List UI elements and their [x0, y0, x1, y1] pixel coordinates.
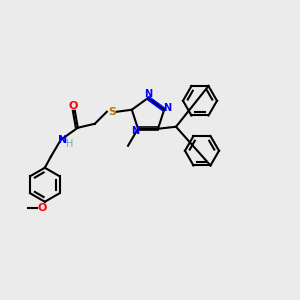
- Text: O: O: [68, 101, 77, 111]
- Text: N: N: [163, 103, 171, 113]
- Text: S: S: [108, 107, 116, 117]
- Text: H: H: [66, 139, 74, 149]
- Text: N: N: [131, 126, 139, 136]
- Text: N: N: [58, 135, 68, 145]
- Text: O: O: [37, 203, 46, 213]
- Text: N: N: [144, 89, 152, 99]
